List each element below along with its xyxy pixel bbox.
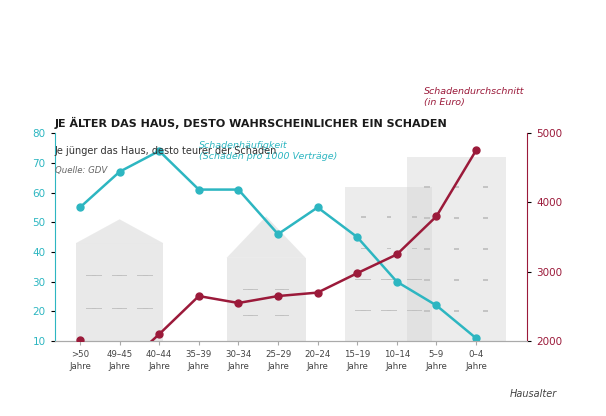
Bar (483, 279, 488, 281)
Text: Je jünger das Haus, desto teurer der Schaden: Je jünger das Haus, desto teurer der Sch… (55, 146, 277, 156)
Bar (453, 279, 459, 281)
Bar (361, 310, 365, 311)
Bar (453, 217, 459, 219)
Bar (407, 157, 506, 341)
Bar (483, 186, 488, 188)
Bar (412, 248, 417, 249)
Text: Hausalter: Hausalter (510, 389, 557, 399)
Polygon shape (76, 219, 163, 243)
Bar (227, 258, 306, 341)
Bar (412, 279, 417, 280)
Bar (412, 310, 417, 311)
Text: Schadendurchschnitt
(in Euro): Schadendurchschnitt (in Euro) (424, 87, 525, 107)
Text: JE ÄLTER DAS HAUS, DESTO WAHRSCHEINLICHER EIN SCHADEN: JE ÄLTER DAS HAUS, DESTO WAHRSCHEINLICHE… (55, 116, 447, 129)
Bar (92, 308, 96, 310)
Polygon shape (227, 216, 306, 258)
Bar (412, 216, 417, 218)
Bar (483, 248, 488, 250)
Bar (424, 279, 430, 281)
Bar (279, 289, 284, 290)
Bar (345, 187, 433, 341)
Bar (483, 217, 488, 219)
Bar (453, 248, 459, 250)
Bar (279, 315, 284, 316)
Bar (361, 279, 365, 280)
Bar (117, 275, 122, 276)
Bar (361, 216, 365, 218)
Bar (248, 289, 253, 290)
Text: Quelle: GDV: Quelle: GDV (55, 166, 107, 176)
Bar (387, 216, 391, 218)
Bar (248, 315, 253, 316)
Bar (117, 308, 122, 310)
Bar (453, 310, 459, 312)
Bar (76, 243, 163, 341)
Bar (387, 310, 391, 311)
Bar (483, 310, 488, 312)
Text: Schadenhäufigkeit
(Schäden pro 1000 Verträge): Schadenhäufigkeit (Schäden pro 1000 Vert… (199, 141, 337, 161)
Bar (424, 217, 430, 219)
Bar (92, 275, 96, 276)
Bar (424, 186, 430, 188)
Bar (453, 186, 459, 188)
Bar (143, 275, 148, 276)
Bar (143, 308, 148, 310)
Bar (361, 248, 365, 249)
Bar (387, 279, 391, 280)
Bar (424, 310, 430, 312)
Bar (424, 248, 430, 250)
Bar (387, 248, 391, 249)
